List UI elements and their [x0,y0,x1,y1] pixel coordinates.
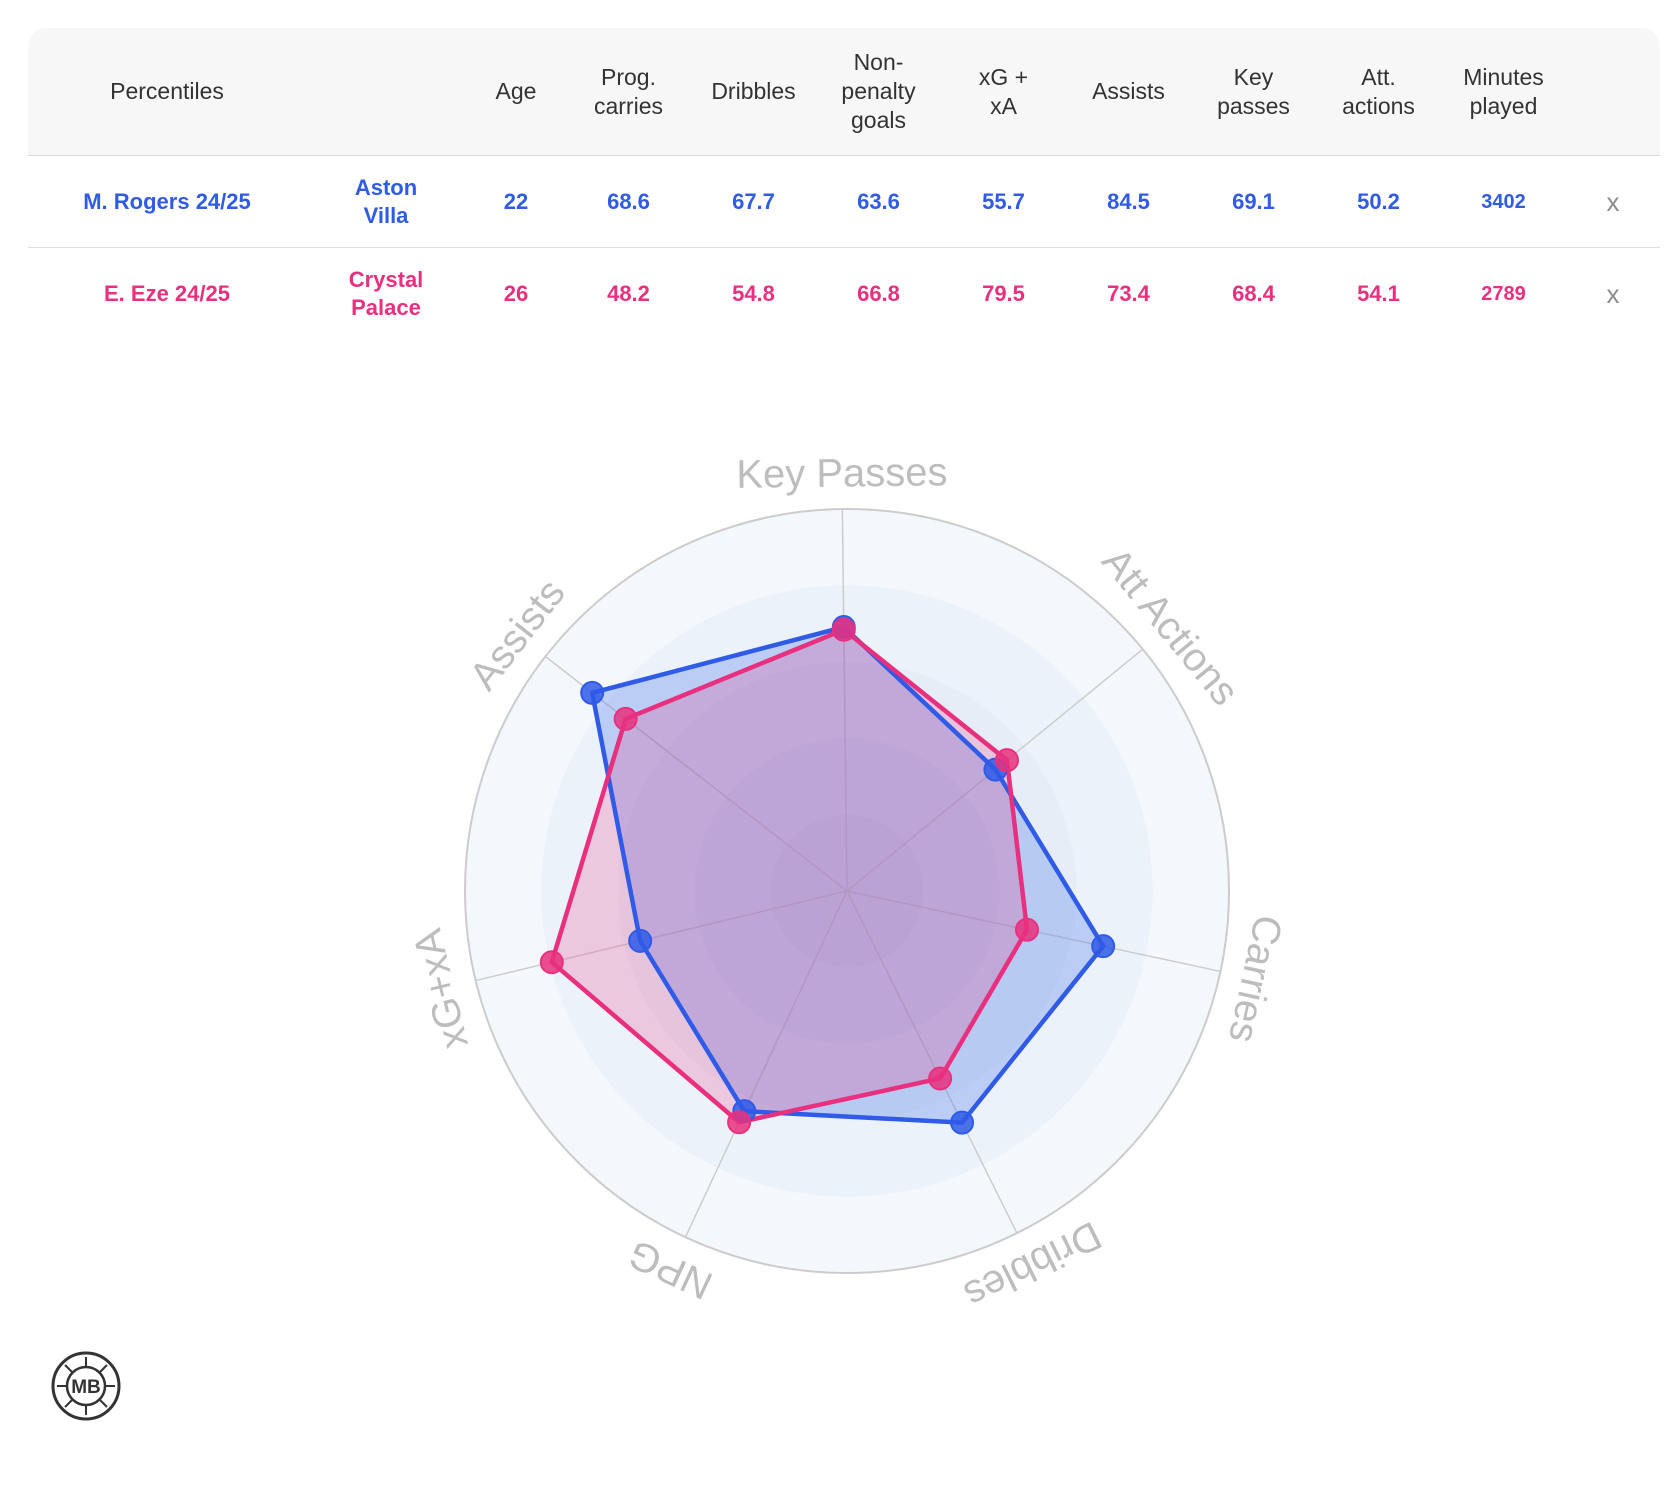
header-line: Dribbles [711,78,796,104]
team-name: Crystal Palace [306,248,466,340]
header-age: Age [466,28,566,156]
header-line: goals [851,107,906,133]
header-line: Assists [1092,78,1165,104]
comparison-table-container: Percentiles Age Prog. carries Dribbles Non-pe… [28,28,1660,339]
series-area-1 [551,629,1027,1123]
series-1-point-1 [994,748,1019,773]
team-name: Aston Villa [306,155,466,248]
stat-prog-carries: 68.6 [566,155,691,248]
stat-key-passes: 68.4 [1232,280,1275,306]
table-body: M. Rogers 24/25 Aston Villa 22 68.6 67.7 63.6 5… [28,155,1660,340]
stat-age: 22 [466,155,566,248]
header-line: Key [1233,63,1274,90]
header-line: played [1469,92,1538,119]
stat-key-passes: 69.1 [1191,155,1316,248]
header-xg-xa: xG + xA [941,28,1066,156]
axis-label-xg-xa: xG+xA [406,925,477,1053]
header-line: xG + [978,63,1029,90]
header-npg: Non-penalty goals [816,28,941,156]
series-0-point-2 [1091,934,1116,959]
stat-npg: 63.6 [816,155,941,248]
stat-att-actions: 54.1 [1357,280,1400,306]
table-header-row: Percentiles Age Prog. carries Dribbles Non-pe… [28,28,1660,156]
radar-spoke [684,890,848,1238]
axis-label-carries: Carries [1220,911,1290,1046]
header-remove [1566,28,1660,156]
mb-logo: MB [50,1350,122,1422]
player-name[interactable]: E. Eze 24/25 [104,280,230,306]
table-row: E. Eze 24/25 Crystal Palace 26 48.2 54.8 66.8 7… [28,248,1660,340]
series-0-point-3 [950,1110,975,1135]
series-line-1 [549,627,1030,1125]
stat-minutes: 2789 [1481,282,1526,305]
remove-player-button[interactable]: x [1566,155,1660,248]
header-line: Prog. [601,63,656,90]
series-0-point-6 [580,680,605,705]
header-dribbles: Dribbles [691,28,816,156]
header-line: actions [1342,92,1415,119]
header-line: Non- [853,49,904,75]
header-percentiles: Percentiles [28,28,306,156]
header-line: Minutes [1463,63,1544,90]
stat-prog-carries: 48.2 [607,280,650,306]
series-1-point-4 [727,1110,752,1135]
header-att-actions: Att. actions [1316,28,1441,156]
stat-dribbles: 67.7 [691,155,816,248]
radar-outer-ring [464,508,1230,1274]
series-1-point-3 [928,1066,953,1091]
series-1-point-0 [831,617,856,642]
header-line: carries [593,92,663,119]
header-line: penalty [841,78,916,104]
logo-text: MB [71,1377,101,1398]
radar-spoke [841,509,848,892]
remove-player-button[interactable]: x [1606,278,1620,309]
radar-spoke [846,890,1018,1234]
radar-chart-container: Key Passes Att Actions Carries Dribbles NPG x… [0,380,1680,1340]
stat-age: 26 [503,280,529,306]
stat-assists: 84.5 [1066,155,1191,248]
stat-assists: 73.4 [1107,280,1150,306]
stat-xg-xa: 55.7 [941,155,1066,248]
series-1-point-2 [1014,917,1039,942]
header-line: passes [1217,92,1290,119]
header-line: Age [495,78,537,104]
stat-xg-xa: 79.5 [982,280,1025,306]
header-line: Percentiles [110,78,224,104]
player-name[interactable]: M. Rogers 24/25 [28,155,306,248]
series-1-point-5 [539,950,564,975]
header-team [306,28,466,156]
header-minutes: Minutes played [1441,28,1566,156]
axis-label-key-passes: Key Passes [736,450,948,497]
stat-att-actions: 50.2 [1316,155,1441,248]
comparison-table: Percentiles Age Prog. carries Dribbles Non-pe… [28,28,1660,339]
header-line: xA [990,92,1017,119]
series-0-point-5 [628,928,653,953]
table-row: M. Rogers 24/25 Aston Villa 22 68.6 67.7 63.6 5… [28,155,1660,248]
header-line: Att. [1361,63,1396,90]
header-prog-carries: Prog. carries [566,28,691,156]
stat-dribbles: 54.8 [732,280,775,306]
team-name-line: Villa [363,202,409,228]
team-name-line: Crystal [348,266,424,292]
stat-minutes: 3402 [1441,155,1566,248]
logo-icon: MB [51,1351,121,1421]
radar-spoke [475,890,848,982]
team-name-line: Aston [354,174,418,200]
team-name-line: Palace [351,294,421,320]
header-key-passes: Key passes [1191,28,1316,156]
series-1-point-6 [613,706,638,731]
header-assists: Assists [1066,28,1191,156]
stat-npg: 66.8 [857,280,900,306]
